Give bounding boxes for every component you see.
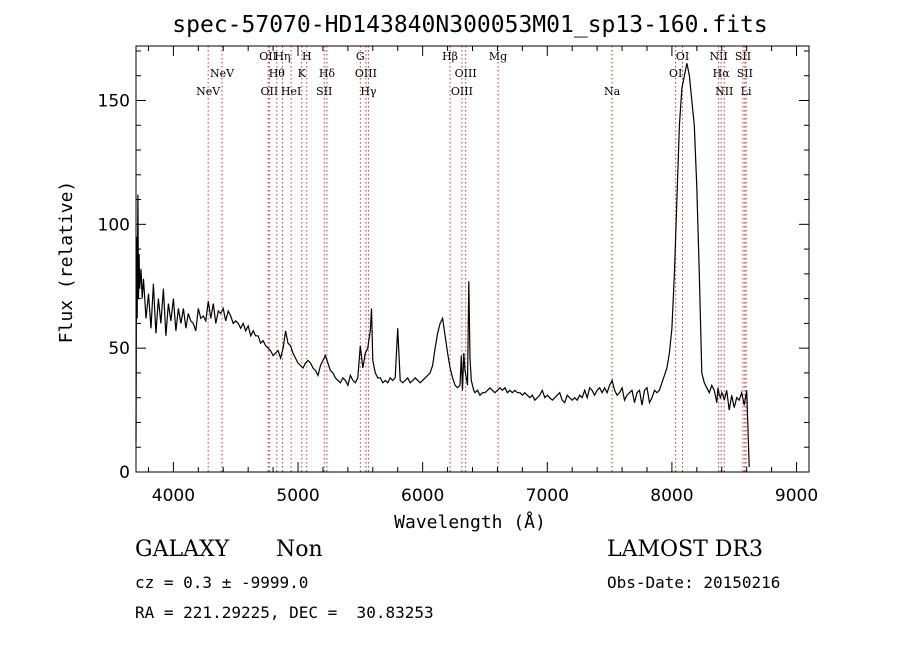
y-axis-label: Flux (relative) <box>56 181 77 344</box>
x-tick-label-0: 4000 <box>152 486 195 506</box>
line-label-8: K <box>298 67 307 80</box>
axis-ticks: 4000 5000 6000 7000 8000 9000 0 50 100 150 <box>98 46 818 506</box>
line-label-27: Li <box>741 85 752 98</box>
line-label-1: NeV <box>196 85 221 98</box>
x-axis-label: Wavelength (Å) <box>394 511 546 533</box>
y-tick-label-3: 150 <box>98 91 130 111</box>
line-label-12: G <box>356 50 365 63</box>
line-label-9: H <box>302 50 312 63</box>
y-tick-label-0: 0 <box>119 463 130 483</box>
line-label-7: HeI <box>281 85 301 98</box>
x-tick-label-4: 8000 <box>650 486 693 506</box>
line-label-24: NII <box>715 85 733 98</box>
spectrum-line <box>135 63 750 468</box>
line-label-26: SII <box>737 67 753 80</box>
line-label-6: Hη <box>274 50 290 63</box>
y-tick-label-1: 50 <box>108 339 130 359</box>
line-label-20: OI <box>676 50 689 63</box>
line-label-22: NII <box>709 50 727 63</box>
chart-title: spec-57070-HD143840N300053M01_sp13-160.f… <box>172 12 767 38</box>
line-label-21: OI <box>669 67 682 80</box>
survey-name: LAMOST DR3 <box>607 537 763 562</box>
object-subclass: Non <box>276 537 323 562</box>
emission-line-markers: NeV NeV OII OII Hθ Hη HeI KH Hδ SII G OIII Hγ Hβ OIII O… <box>196 46 753 472</box>
line-label-18: Mg <box>489 50 507 63</box>
x-tick-label-3: 7000 <box>526 486 569 506</box>
plot-frame <box>135 45 810 473</box>
line-label-10: Hδ <box>319 67 336 80</box>
line-label-11: SII <box>316 85 332 98</box>
line-label-2: NeV <box>210 67 235 80</box>
obs-date: Obs-Date: 20150216 <box>607 573 781 592</box>
x-tick-label-1: 5000 <box>276 486 319 506</box>
coordinates: RA = 221.29225, DEC = 30.83253 <box>135 603 434 622</box>
line-label-3: OII <box>259 50 277 63</box>
line-label-23: Hα <box>713 67 731 80</box>
redshift-info: cz = 0.3 ± -9999.0 <box>135 573 309 592</box>
line-label-13: OIII <box>355 67 377 80</box>
x-tick-label-5: 9000 <box>775 486 818 506</box>
line-label-4: OII <box>260 85 278 98</box>
line-label-25: SII <box>735 50 751 63</box>
x-tick-label-2: 6000 <box>401 486 444 506</box>
line-label-16: OIII <box>455 67 477 80</box>
line-label-14: Hγ <box>360 85 377 98</box>
line-label-15: Hβ <box>442 50 458 63</box>
line-label-5: Hθ <box>269 67 286 80</box>
object-class: GALAXY <box>135 537 230 562</box>
line-label-19: Na <box>604 85 621 98</box>
line-label-17: OIII <box>451 85 473 98</box>
y-tick-label-2: 100 <box>98 215 130 235</box>
